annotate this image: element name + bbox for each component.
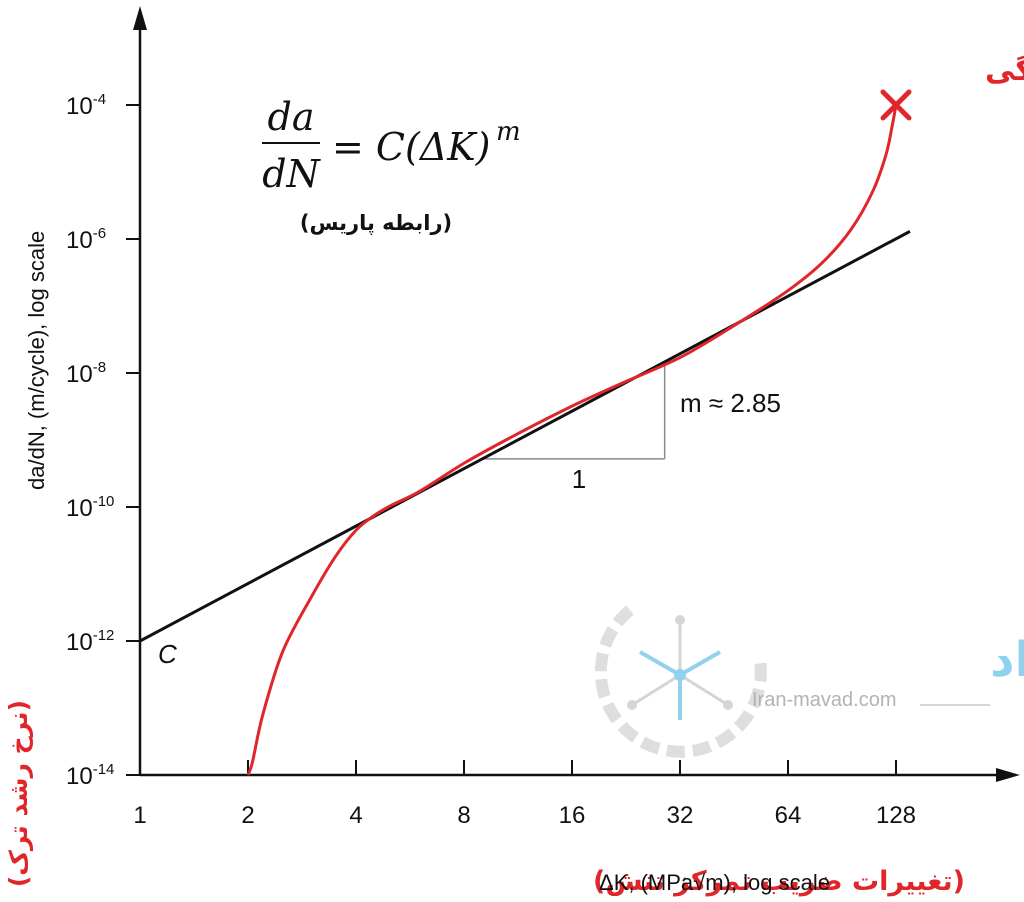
x-ticks: 1 2 4 8 16 32 64 128 [133,760,916,829]
x-tick-label: 2 [241,802,254,829]
watermark-text-en: Iran-mavad.com [752,689,897,711]
crack-growth-curve [246,104,898,776]
x-axis-label-en: ΔK, (MPa√m), log scale [599,870,830,895]
fracture-label: شکست خستگی [985,52,1024,88]
axes [133,6,1020,782]
x-tick-label: 16 [559,802,586,829]
y-axis-label-fa: (نرخ رشد ترک) [4,700,34,887]
formula-caption: (رابطه پاریس) [300,211,452,235]
formula-denominator: dN [262,152,321,196]
y-axis-label-en: da/dN, (m/cycle), log scale [24,231,49,490]
x-tick-label: 1 [133,802,146,829]
x-tick-label: 64 [775,802,802,829]
formula-rhs: = C(ΔK) [332,125,490,169]
x-tick-label: 8 [457,802,470,829]
y-tick-label: 10-10 [66,493,114,522]
paris-law-line [139,230,911,643]
y-tick-label: 10-12 [66,627,114,656]
x-tick-label: 4 [349,802,362,829]
watermark-text-fa: ایـران مواد [990,632,1024,688]
paris-formula: da dN = C(ΔK) m [262,95,521,196]
y-tick-label: 10-6 [66,225,106,254]
y-axis-arrow [133,6,147,30]
run-label: 1 [572,464,586,494]
formula-exponent: m [496,117,521,147]
y-tick-label: 10-8 [66,359,106,388]
slope-triangle [482,361,666,460]
fracture-x-icon [880,89,912,121]
intercept-label: C [158,639,177,669]
molecule-icon [627,615,733,720]
x-tick-label: 128 [876,802,916,829]
y-tick-label: 10-14 [66,761,114,790]
watermark: ایـران مواد Iran-mavad.com [594,605,1024,758]
y-tick-label: 10-4 [66,91,106,120]
x-axis-arrow [996,768,1020,782]
formula-numerator: da [268,95,315,139]
y-ticks: 10-14 10-12 10-10 10-8 10-6 10-4 [66,91,140,790]
x-tick-label: 32 [667,802,694,829]
x-axis-label-fa: (تغییرات ضریب تمرکز تنش) [593,866,965,897]
gear-icon [594,605,767,758]
slope-label: m ≈ 2.85 [680,388,781,418]
